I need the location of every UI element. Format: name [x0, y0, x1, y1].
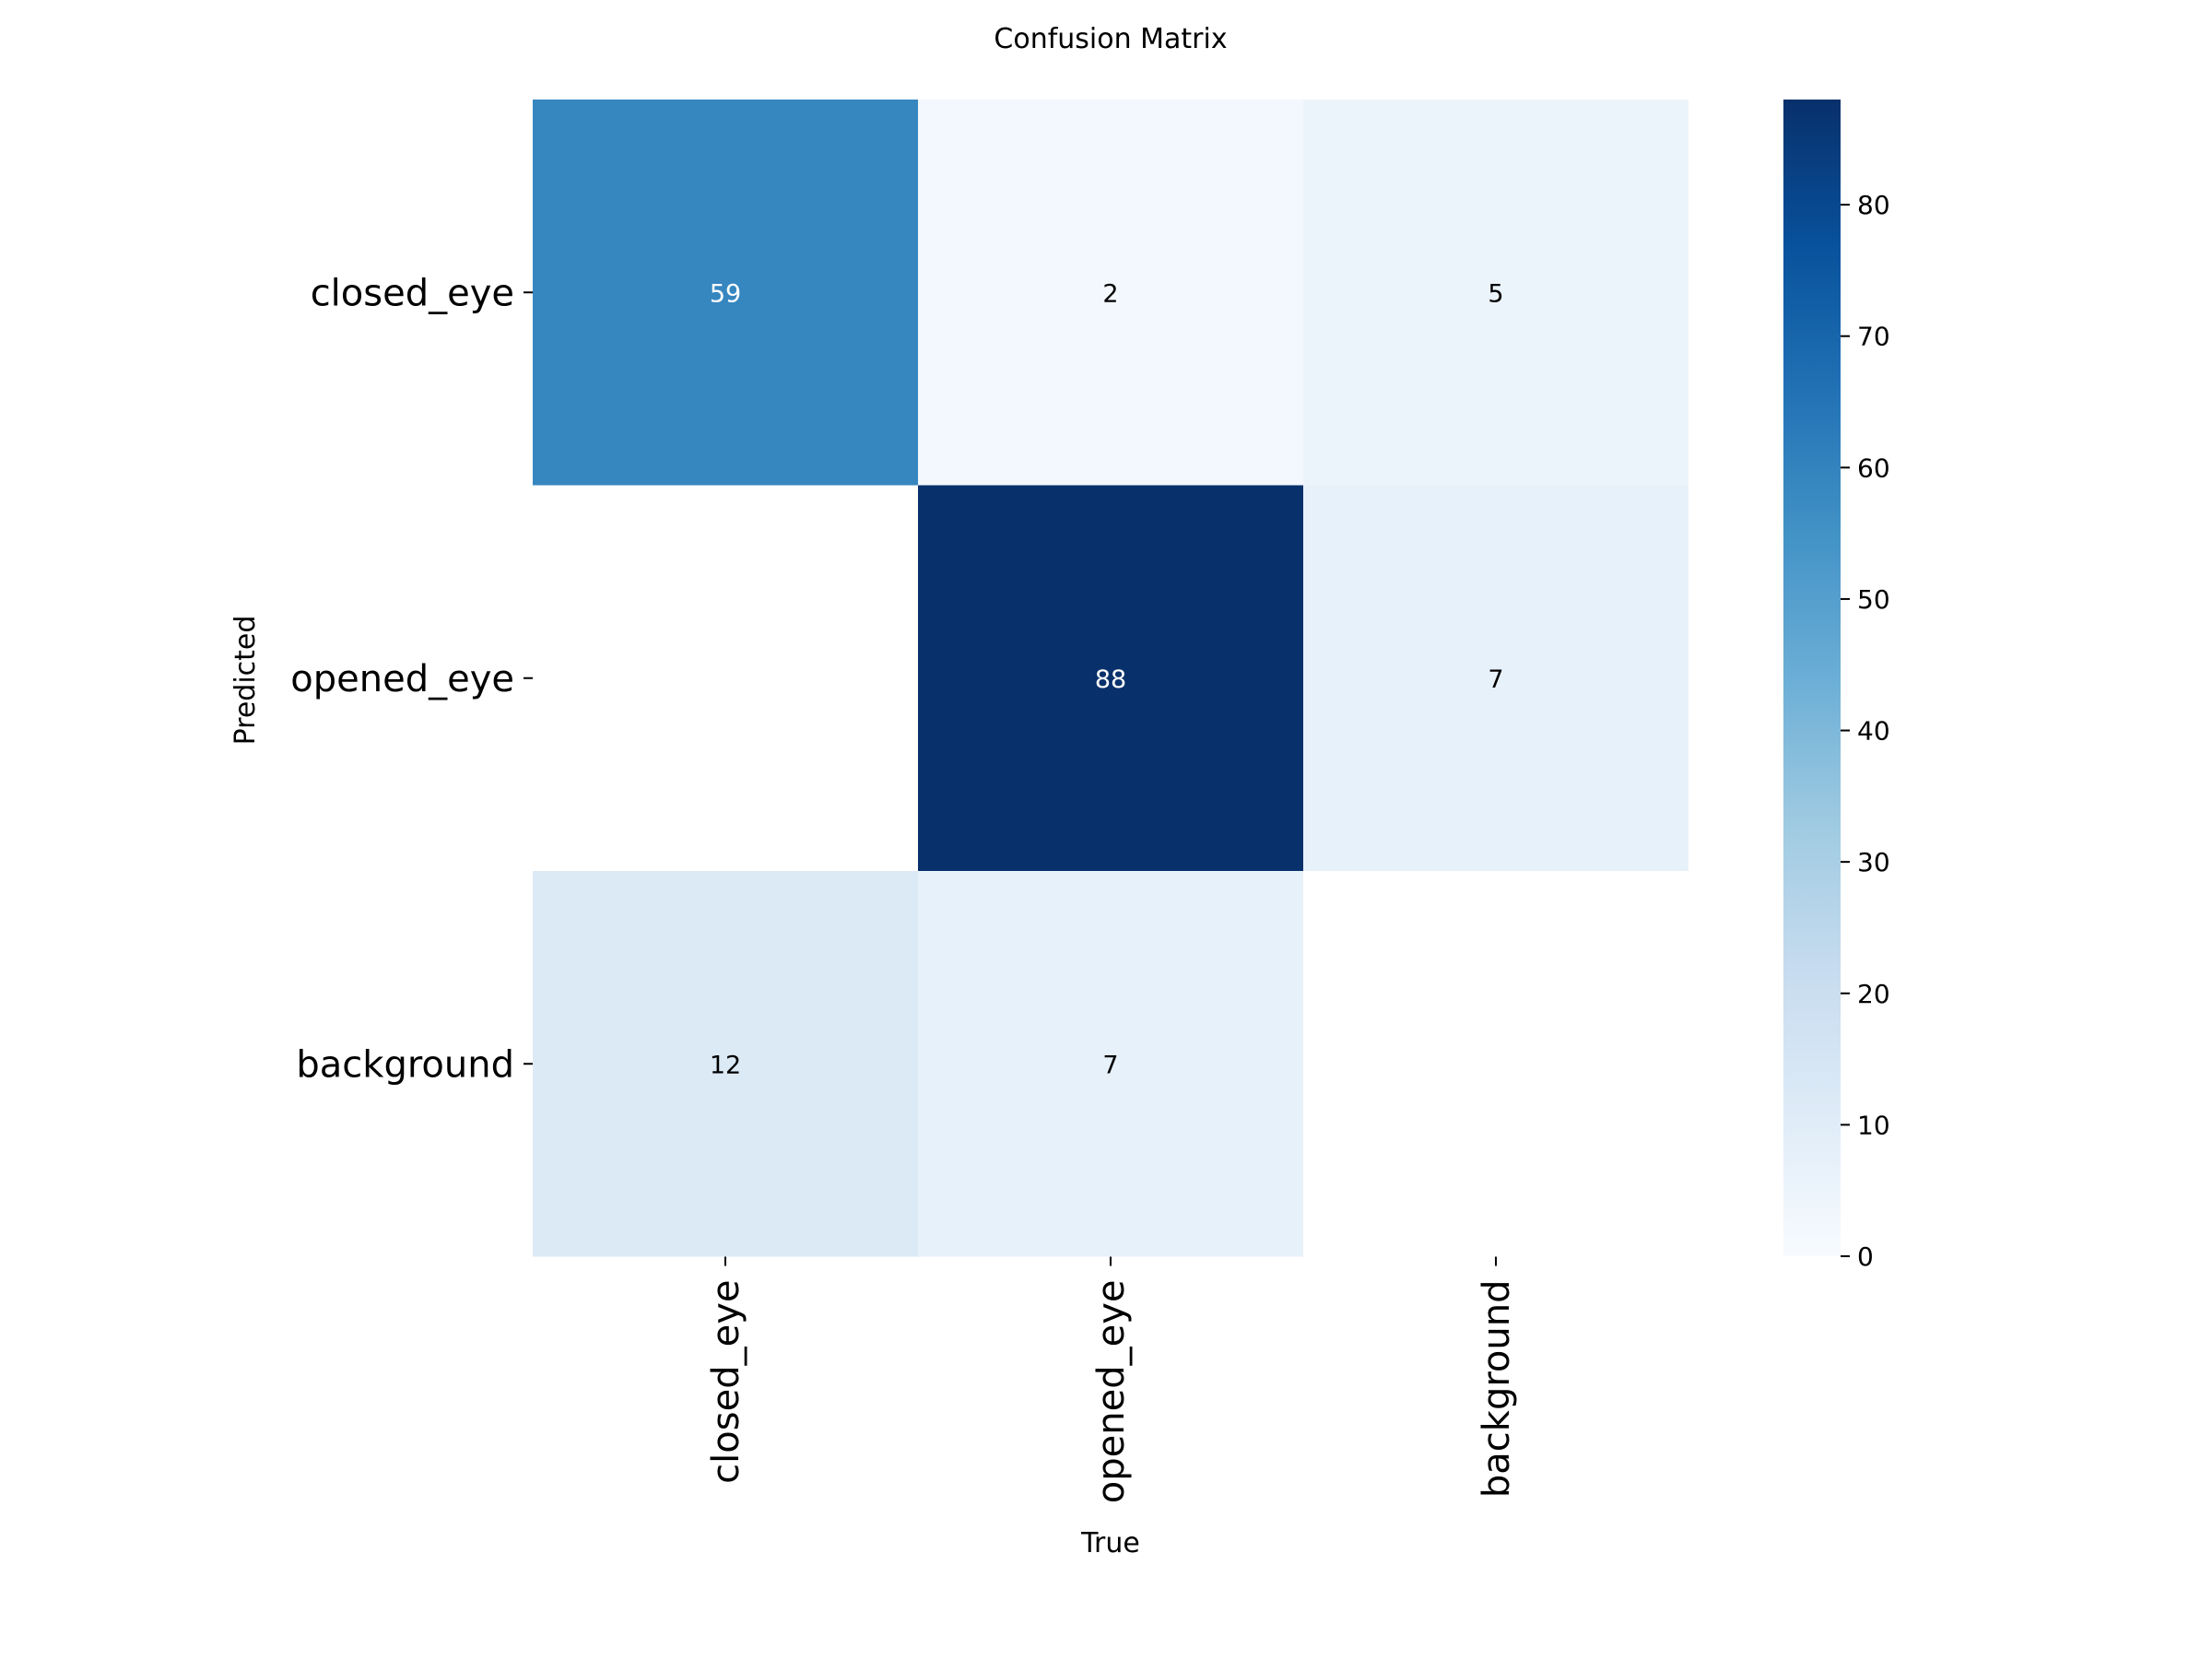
- colorbar-tick-label: 70: [1857, 322, 1890, 352]
- y-tick-label: opened_eye: [290, 658, 514, 700]
- colorbar-tick-label: 10: [1857, 1110, 1890, 1140]
- x-tick-label: background: [1476, 1280, 1518, 1499]
- heatmap-cell: [918, 100, 1303, 486]
- heatmap-cell: [918, 485, 1303, 871]
- y-axis-ticks: closed_eye opened_eye background: [290, 272, 533, 1086]
- heatmap-cell: [533, 871, 918, 1257]
- colorbar-tick-label: 0: [1857, 1241, 1874, 1272]
- heatmap-cell: [918, 871, 1303, 1257]
- colorbar-ticks: 0 10 20 30 40 50 60 70 80: [1841, 190, 1890, 1272]
- colorbar-gradient: [1783, 100, 1841, 1256]
- y-axis-label: Predicted: [229, 616, 262, 746]
- colorbar-tick-label: 60: [1857, 453, 1890, 483]
- colorbar-tick-label: 30: [1857, 847, 1890, 877]
- cell-value-label: 7: [1488, 665, 1503, 694]
- colorbar: 0 10 20 30 40 50 60 70 80: [1783, 100, 1890, 1272]
- heatmap-cell-labels: 59 2 5 88 7 12 7: [710, 279, 1504, 1079]
- cell-value-label: 12: [710, 1051, 741, 1079]
- y-tick-label: closed_eye: [311, 272, 514, 314]
- heatmap-cell: [533, 100, 918, 486]
- x-axis-label: True: [1080, 1527, 1140, 1559]
- colorbar-tick-label: 20: [1857, 979, 1890, 1009]
- x-axis-ticks: closed_eye opened_eye background: [705, 1256, 1518, 1504]
- heatmap-cell: [1303, 100, 1688, 486]
- cell-value-label: 2: [1102, 279, 1118, 308]
- cell-value-label: 7: [1102, 1051, 1118, 1079]
- colorbar-tick-label: 40: [1857, 716, 1890, 747]
- y-tick-label: background: [296, 1043, 514, 1086]
- heatmap-cells: [533, 100, 1688, 1257]
- colorbar-tick-label: 80: [1857, 190, 1890, 220]
- heatmap-cell: [1303, 485, 1688, 871]
- cell-value-label: 5: [1488, 279, 1503, 308]
- cell-value-label: 88: [1095, 665, 1126, 694]
- x-tick-label: opened_eye: [1090, 1280, 1133, 1504]
- colorbar-tick-label: 50: [1857, 584, 1890, 615]
- x-tick-label: closed_eye: [705, 1280, 747, 1484]
- cell-value-label: 59: [710, 279, 741, 308]
- chart-title: Confusion Matrix: [994, 23, 1227, 55]
